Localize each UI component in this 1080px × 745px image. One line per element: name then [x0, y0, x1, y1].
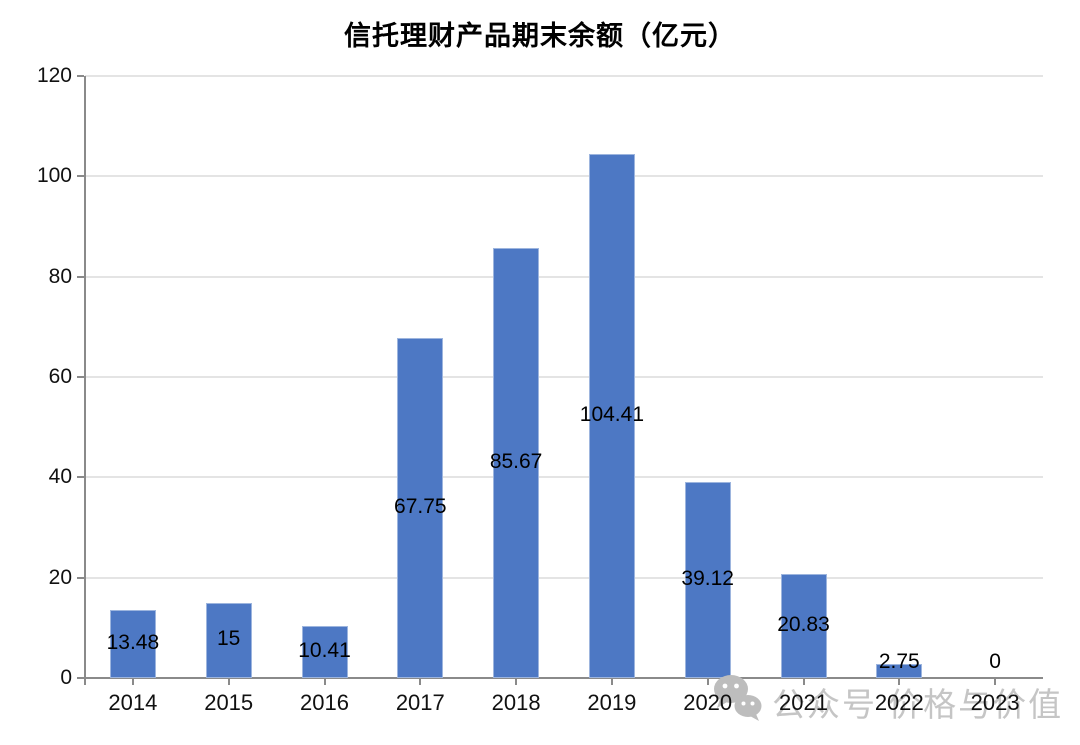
chart-title: 信托理财产品期末余额（亿元） — [344, 21, 736, 51]
gridline-100 — [85, 175, 1043, 178]
y-tick-20 — [77, 576, 84, 579]
bar-2016 — [301, 625, 348, 678]
y-axis-label-60: 60 — [48, 365, 72, 388]
y-axis-label-40: 40 — [48, 465, 72, 489]
x-tick-2021 — [802, 678, 805, 685]
data-label-2018: 85.67 — [489, 450, 543, 474]
y-tick-60 — [77, 376, 84, 378]
x-tick-2020 — [706, 678, 709, 685]
gridline-80 — [85, 275, 1043, 278]
x-axis-label-2023: 2023 — [970, 690, 1020, 715]
x-axis-label-2014: 2014 — [108, 690, 158, 715]
bar-2018 — [493, 248, 540, 678]
data-label-2015: 15 — [217, 627, 241, 651]
x-axis-label-2016: 2016 — [300, 690, 349, 715]
y-axis-label-120: 120 — [36, 64, 72, 87]
x-axis-label-2015: 2015 — [204, 690, 254, 715]
y-axis-label-20: 20 — [48, 565, 72, 589]
bar-2020 — [684, 481, 731, 678]
data-label-2021: 20.83 — [777, 612, 830, 636]
bar-2022 — [876, 664, 923, 678]
data-label-2017: 67.75 — [394, 495, 447, 519]
x-axis-label-2018: 2018 — [491, 690, 541, 715]
x-axis-label-2017: 2017 — [395, 690, 445, 715]
x-tick-2023 — [994, 678, 997, 685]
bar-2021 — [780, 573, 827, 678]
bar-2017 — [397, 338, 444, 678]
bar-2014 — [109, 610, 156, 678]
bar-2015 — [205, 602, 252, 678]
gridline-20 — [85, 576, 1043, 579]
data-label-2020: 39.12 — [681, 566, 734, 590]
watermark-text: 公众号 价格与价值 — [772, 686, 1064, 723]
x-axis-label-2020: 2020 — [683, 690, 733, 715]
bar-2019 — [588, 154, 635, 678]
y-axis-label-80: 80 — [48, 264, 72, 288]
x-tick-2018 — [515, 678, 518, 685]
y-axis-label-0: 0 — [60, 666, 72, 689]
wechat-icon — [710, 672, 764, 732]
data-label-2016: 10.41 — [298, 638, 351, 662]
x-tick-2022 — [898, 678, 901, 685]
data-label-2022: 2.75 — [878, 650, 920, 673]
gridline-40 — [85, 476, 1043, 479]
x-tick-2015 — [227, 678, 230, 685]
data-label-2019: 104.41 — [579, 403, 644, 427]
y-axis-line — [84, 76, 86, 685]
gridline-120 — [85, 75, 1043, 77]
y-axis-label-100: 100 — [36, 164, 72, 188]
y-tick-40 — [77, 476, 84, 479]
x-tick-2014 — [131, 678, 134, 685]
y-tick-80 — [77, 275, 84, 278]
x-tick-2017 — [419, 678, 422, 685]
watermark: 公众号 价格与价值 — [710, 672, 1063, 732]
y-tick-120 — [77, 75, 84, 77]
x-tick-2019 — [610, 678, 613, 685]
data-label-2023: 0 — [989, 650, 1001, 673]
x-axis-line — [84, 677, 1043, 679]
y-tick-100 — [77, 175, 84, 178]
gridline-60 — [85, 376, 1043, 378]
x-tick-2016 — [323, 678, 326, 685]
data-label-2014: 13.48 — [106, 631, 160, 655]
y-tick-0 — [77, 677, 84, 679]
x-axis-label-2019: 2019 — [587, 690, 637, 715]
x-axis-label-2021: 2021 — [779, 690, 828, 715]
x-axis-label-2022: 2022 — [874, 690, 924, 715]
